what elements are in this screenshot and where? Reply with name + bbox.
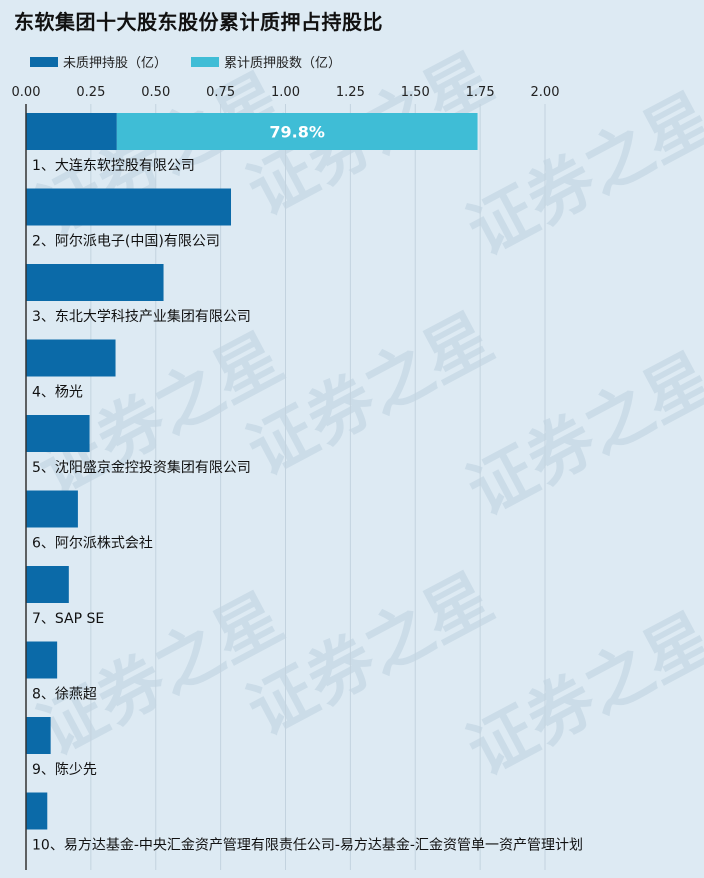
x-tick-label: 2.00 [531,85,560,100]
bar-unpledged [26,339,116,377]
bar-unpledged [26,415,90,452]
bar-pledged [116,113,478,150]
category-label: 8、徐燕超 [32,687,97,703]
category-label: 6、阿尔派株式会社 [32,536,153,552]
legend-label-unpledged: 未质押持股（亿） [63,56,168,71]
bar-unpledged [26,792,48,830]
bar-unpledged [26,264,164,301]
category-label: 5、沈阳盛京金控投资集团有限公司 [32,459,251,476]
legend-swatch-unpledged [30,56,58,67]
legend: 未质押持股（亿） 累计质押股数（亿） [30,52,365,71]
category-label: 4、杨光 [32,385,83,401]
x-tick-label: 1.75 [466,85,495,100]
category-label: 9、陈少先 [32,761,97,778]
x-tick-label: 0.50 [141,85,170,100]
pledge-ratio-label: 79.8% [269,123,325,142]
category-label: 7、SAP SE [32,611,104,627]
category-label: 3、东北大学科技产业集团有限公司 [32,308,251,325]
category-label: 10、易方达基金-中央汇金资产管理有限责任公司-易方达基金-汇金资管单一资产管理… [32,837,583,854]
bar-unpledged [26,188,232,226]
category-label: 2、阿尔派电子(中国)有限公司 [32,234,220,250]
bar-unpledged [26,717,51,754]
chart-title: 东软集团十大股东股份累计质押占持股比 [14,10,383,34]
legend-item-unpledged[interactable]: 未质押持股（亿） [30,52,167,71]
x-tick-label: 1.50 [401,85,430,100]
x-tick-label: 0.75 [206,85,235,100]
bar-unpledged [26,490,78,528]
x-tick-label: 0.25 [76,85,105,100]
legend-item-pledged[interactable]: 累计质押股数（亿） [191,52,341,71]
x-tick-label: 1.00 [271,85,300,100]
bar-unpledged [26,113,117,150]
bar-unpledged [26,566,69,603]
x-tick-label: 0.00 [12,85,41,100]
x-tick-label: 1.25 [336,85,365,100]
legend-label-pledged: 累计质押股数（亿） [224,56,342,71]
category-label: 1、大连东软控股有限公司 [32,158,195,174]
bar-unpledged [26,641,58,679]
legend-swatch-pledged [191,56,220,67]
